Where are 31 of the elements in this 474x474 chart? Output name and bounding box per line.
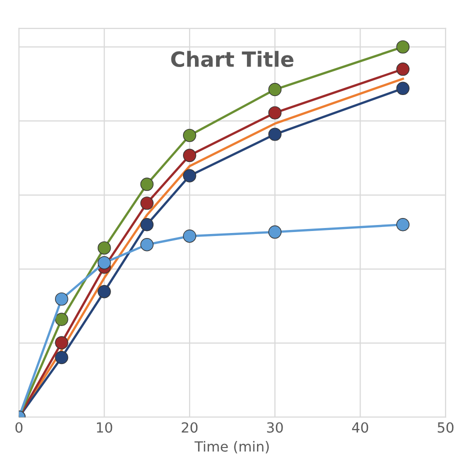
point bbox=[98, 285, 111, 298]
point bbox=[98, 256, 111, 270]
point bbox=[140, 178, 154, 191]
point bbox=[140, 238, 154, 252]
x-tick-label: 40 bbox=[352, 422, 368, 433]
point bbox=[396, 82, 410, 96]
point bbox=[183, 148, 196, 162]
point bbox=[396, 62, 410, 76]
x-tick-label: 50 bbox=[438, 422, 454, 433]
point bbox=[55, 336, 68, 350]
point bbox=[268, 225, 282, 239]
x-tick-label: 30 bbox=[267, 422, 283, 433]
point bbox=[98, 241, 111, 255]
point bbox=[396, 218, 410, 232]
point bbox=[55, 312, 68, 326]
point bbox=[268, 128, 282, 141]
point bbox=[183, 230, 196, 243]
point bbox=[268, 82, 282, 96]
x-tick-label: 10 bbox=[96, 422, 112, 433]
point bbox=[396, 40, 410, 54]
x-tick-label: 0 bbox=[15, 422, 22, 433]
point bbox=[140, 196, 154, 210]
chart-title: Chart Title bbox=[171, 50, 294, 68]
point bbox=[183, 169, 196, 182]
point bbox=[183, 128, 196, 142]
point bbox=[55, 292, 68, 306]
x-axis-title: Time (min) bbox=[194, 440, 269, 454]
x-tick-label: 20 bbox=[182, 422, 198, 433]
point bbox=[140, 218, 154, 232]
point bbox=[268, 106, 282, 120]
point bbox=[55, 350, 68, 364]
